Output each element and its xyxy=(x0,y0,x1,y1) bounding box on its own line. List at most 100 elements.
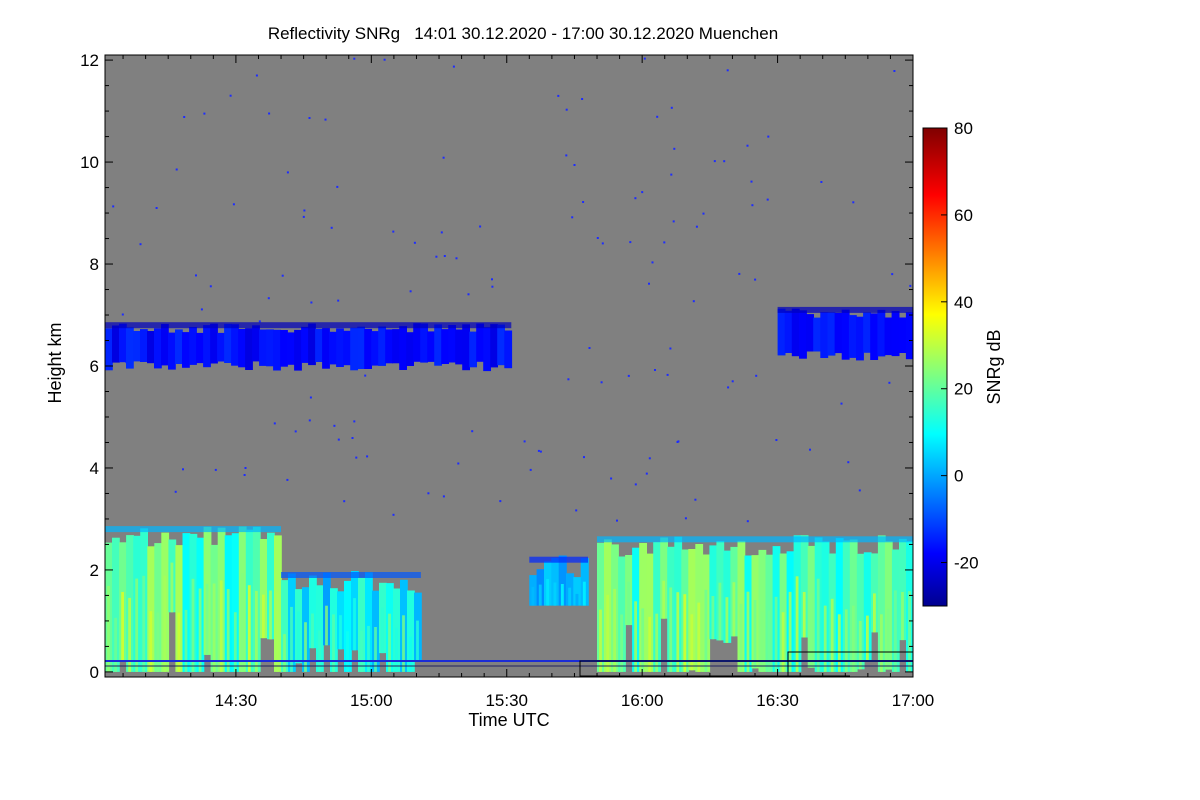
noise-speckle xyxy=(738,272,741,275)
echo-column xyxy=(653,542,661,672)
echo-core xyxy=(620,614,623,672)
y-tick-label: 10 xyxy=(80,153,99,172)
colorbar-tick-label: 0 xyxy=(954,467,963,486)
echo-core xyxy=(538,584,542,606)
noise-speckle xyxy=(286,478,289,481)
y-tick-label: 6 xyxy=(90,357,99,376)
echo-column xyxy=(884,317,893,356)
noise-speckle xyxy=(267,297,270,300)
y-tick-label: 2 xyxy=(90,561,99,580)
echo-column xyxy=(147,546,156,672)
echo-core xyxy=(718,582,722,641)
noise-speckle xyxy=(840,402,843,405)
noise-speckle xyxy=(746,520,749,523)
echo-edge xyxy=(281,572,421,578)
noise-speckle xyxy=(581,98,584,100)
noise-speckle xyxy=(203,112,206,115)
echo-column xyxy=(723,550,732,643)
echo-column xyxy=(777,308,786,356)
noise-speckle xyxy=(684,517,687,520)
echo-core xyxy=(851,605,855,672)
echo-core xyxy=(683,594,687,672)
echo-core xyxy=(177,612,181,672)
echo-column xyxy=(820,312,829,358)
echo-column xyxy=(259,539,268,639)
noise-speckle xyxy=(695,225,698,228)
echo-column xyxy=(175,329,183,364)
echo-column xyxy=(835,538,844,672)
y-tick-label: 4 xyxy=(90,459,99,478)
noise-speckle xyxy=(754,278,757,281)
noise-speckle xyxy=(643,57,646,60)
noise-speckle xyxy=(302,215,305,218)
echo-column xyxy=(441,329,449,364)
echo-core xyxy=(816,578,820,672)
noise-speckle xyxy=(746,144,749,147)
echo-core xyxy=(247,585,251,672)
echo-column xyxy=(406,332,414,366)
noise-speckle xyxy=(467,293,470,296)
echo-core xyxy=(697,602,701,672)
echo-core xyxy=(627,581,630,625)
noise-speckle xyxy=(310,301,313,304)
noise-speckle xyxy=(258,320,261,323)
echo-column xyxy=(884,541,893,670)
echo-column xyxy=(791,308,800,357)
echo-column xyxy=(231,533,240,672)
echo-column xyxy=(413,323,421,362)
echo-core xyxy=(704,589,708,672)
noise-speckle xyxy=(366,455,369,458)
echo-column xyxy=(407,590,415,672)
echo-core xyxy=(297,611,300,664)
noise-speckle xyxy=(567,378,570,381)
noise-speckle xyxy=(229,94,232,97)
echo-core xyxy=(149,611,153,672)
echo-core xyxy=(205,583,209,655)
echo-core xyxy=(669,587,673,672)
noise-speckle xyxy=(244,467,247,469)
echo-core xyxy=(781,612,785,672)
echo-column xyxy=(126,327,134,369)
noise-speckle xyxy=(443,255,446,257)
noise-speckle xyxy=(726,69,729,72)
echo-column xyxy=(558,555,567,606)
echo-column xyxy=(309,575,317,649)
noise-speckle xyxy=(273,422,276,425)
echo-core xyxy=(795,576,799,672)
echo-core xyxy=(830,598,834,672)
echo-core xyxy=(290,606,293,672)
echo-column xyxy=(280,330,288,367)
echo-column xyxy=(231,324,239,366)
echo-column xyxy=(147,331,155,364)
echo-core xyxy=(662,580,666,619)
echo-column xyxy=(301,326,309,363)
echo-core xyxy=(135,578,139,672)
noise-speckle xyxy=(336,185,339,188)
noise-speckle xyxy=(565,108,568,111)
echo-core xyxy=(374,627,377,672)
echo-column xyxy=(834,313,843,354)
echo-column xyxy=(842,540,851,672)
echo-column xyxy=(294,329,302,371)
noise-speckle xyxy=(820,181,823,183)
noise-speckle xyxy=(294,430,297,433)
echo-edge xyxy=(529,556,588,563)
echo-column xyxy=(848,315,857,358)
noise-speckle xyxy=(702,212,705,215)
echo-column xyxy=(877,309,886,357)
noise-speckle xyxy=(767,135,770,138)
x-axis: 14:30 15:00 15:30 16:00 16:30 17:00 xyxy=(122,55,934,710)
noise-speckle xyxy=(455,257,458,260)
echo-core xyxy=(560,584,564,606)
colorbar-label: SNRg dB xyxy=(984,329,1004,404)
echo-core xyxy=(739,603,743,672)
echo-column xyxy=(266,329,274,367)
y-tick-label: 8 xyxy=(90,255,99,274)
colorbar-tick-label: 20 xyxy=(954,380,973,399)
echo-core xyxy=(880,614,883,672)
echo-column xyxy=(182,533,191,672)
noise-speckle xyxy=(281,274,284,277)
noise-speckle xyxy=(909,284,912,287)
noise-speckle xyxy=(491,285,494,288)
noise-speckle xyxy=(677,440,680,443)
